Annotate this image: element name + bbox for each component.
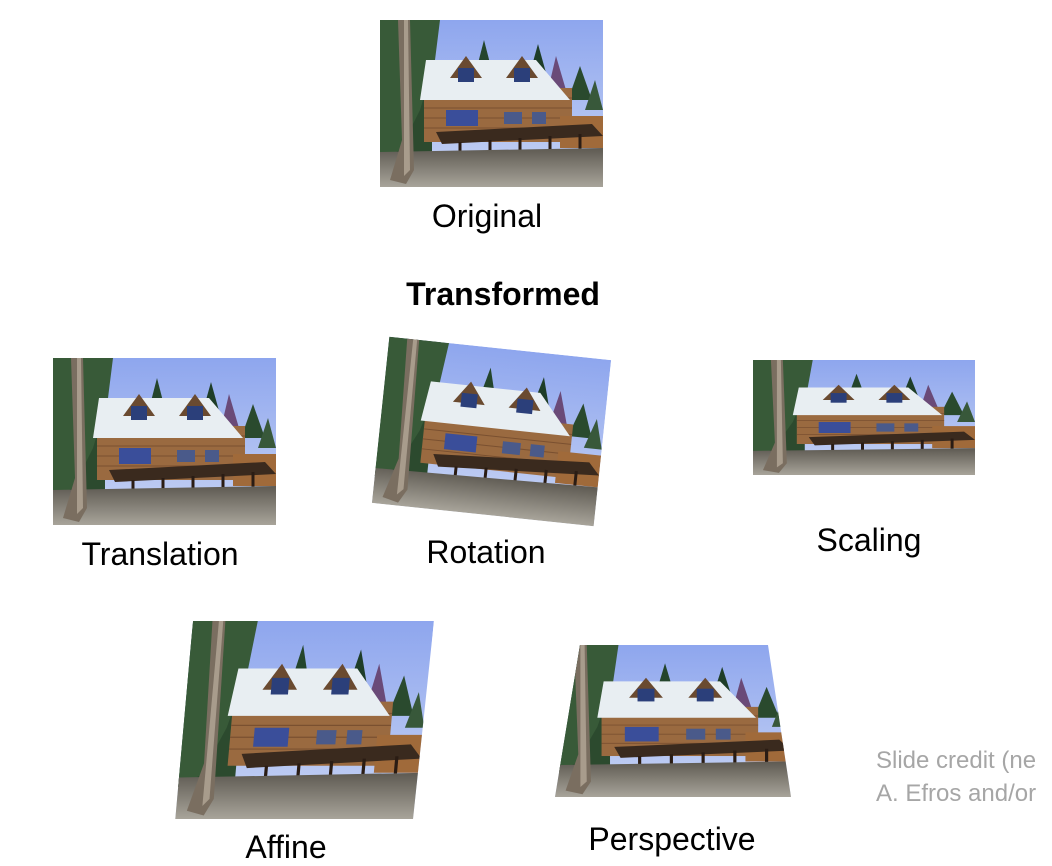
transformed-heading: Transformed — [406, 276, 600, 312]
scaling-photo — [753, 360, 975, 475]
slide-credit-line2: A. Efros and/or — [876, 780, 1037, 807]
original-label: Original — [431, 198, 543, 234]
translation-photo — [53, 358, 276, 525]
affine-photo — [172, 621, 434, 819]
perspective-label: Perspective — [588, 821, 756, 857]
rotation-label: Rotation — [426, 534, 546, 570]
perspective-photo — [555, 645, 791, 797]
scaling-label: Scaling — [816, 522, 922, 558]
affine-label: Affine — [245, 829, 327, 865]
rotation-photo — [371, 336, 612, 527]
slide-credit-line1: Slide credit (ne — [876, 747, 1037, 774]
translation-label: Translation — [81, 536, 239, 572]
slide-credit: Slide credit (ne A. Efros and/or — [876, 744, 1036, 810]
original-photo — [380, 20, 603, 187]
